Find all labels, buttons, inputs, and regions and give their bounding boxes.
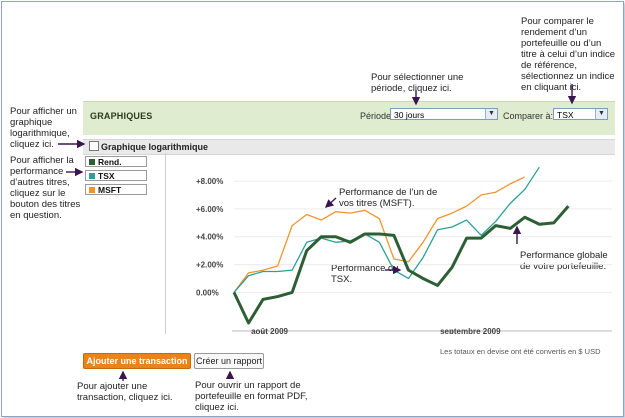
log-bar [83, 139, 615, 155]
y-tick-label: +8.00% [196, 177, 223, 186]
swatch-icon [89, 187, 95, 193]
chevron-down-icon: ▼ [595, 109, 607, 119]
note-tsx: Performance du TSX. [331, 263, 399, 285]
period-label: Période [360, 111, 392, 121]
graph-panel-header [83, 101, 615, 135]
note-msft: Performance de l’un de vos titres (MSFT)… [339, 187, 438, 209]
y-tick-label: 0.00% [196, 288, 219, 297]
x-tick-label: août 2009 [251, 327, 288, 334]
chevron-down-icon: ▼ [485, 109, 497, 119]
legend-item-tsx[interactable]: TSX [85, 170, 147, 181]
swatch-icon [89, 173, 95, 179]
create-report-button[interactable]: Créer un rapport [194, 353, 264, 369]
legend-item-global[interactable]: Rend. global [85, 156, 147, 178]
compare-select[interactable]: TSX ▼ [553, 108, 608, 120]
series-line-msft [233, 176, 526, 293]
note-period: Pour sélectionner une période, cliquez i… [371, 72, 464, 94]
note-compare: Pour comparer le rendement d’un portefeu… [521, 16, 615, 93]
legend-item-msft[interactable]: MSFT [85, 184, 147, 195]
performance-chart: +8.00% +6.00% +4.00% +2.00% 0.00% août 2009 se… [196, 166, 612, 334]
note-add: Pour ajouter une transaction, cliquez ic… [77, 381, 173, 403]
x-tick-label: septembre 2009 [440, 327, 501, 334]
log-label: Graphique logarithmique [101, 142, 209, 152]
y-tick-label: +4.00% [196, 233, 223, 242]
period-select[interactable]: 30 jours ▼ [390, 108, 498, 120]
chart-divider [165, 153, 166, 334]
series-line-rend-global [232, 205, 570, 325]
note-report: Pour ouvrir un rapport de portefeuille e… [195, 380, 308, 413]
compare-label: Comparer à: [503, 111, 554, 121]
swatch-icon [89, 159, 95, 165]
y-tick-label: +2.00% [196, 261, 223, 270]
note-global: Performance globale de votre portefeuill… [520, 250, 608, 272]
add-transaction-button[interactable]: Ajouter une transaction [83, 353, 191, 369]
legend-label: MSFT [98, 185, 122, 195]
legend-label: TSX [98, 171, 115, 181]
log-checkbox[interactable] [89, 141, 99, 151]
note-legend: Pour afficher la performance d’autres ti… [10, 155, 81, 221]
compare-select-value: TSX [557, 110, 574, 120]
series-line-tsx [233, 166, 540, 293]
currency-footnote: Les totaux en devise ont été convertis e… [440, 347, 601, 356]
panel-title: GRAPHIQUES [90, 111, 153, 121]
y-tick-label: +6.00% [196, 205, 223, 214]
period-select-value: 30 jours [394, 110, 425, 120]
note-log: Pour afficher un graphique logarithmique… [10, 106, 77, 150]
